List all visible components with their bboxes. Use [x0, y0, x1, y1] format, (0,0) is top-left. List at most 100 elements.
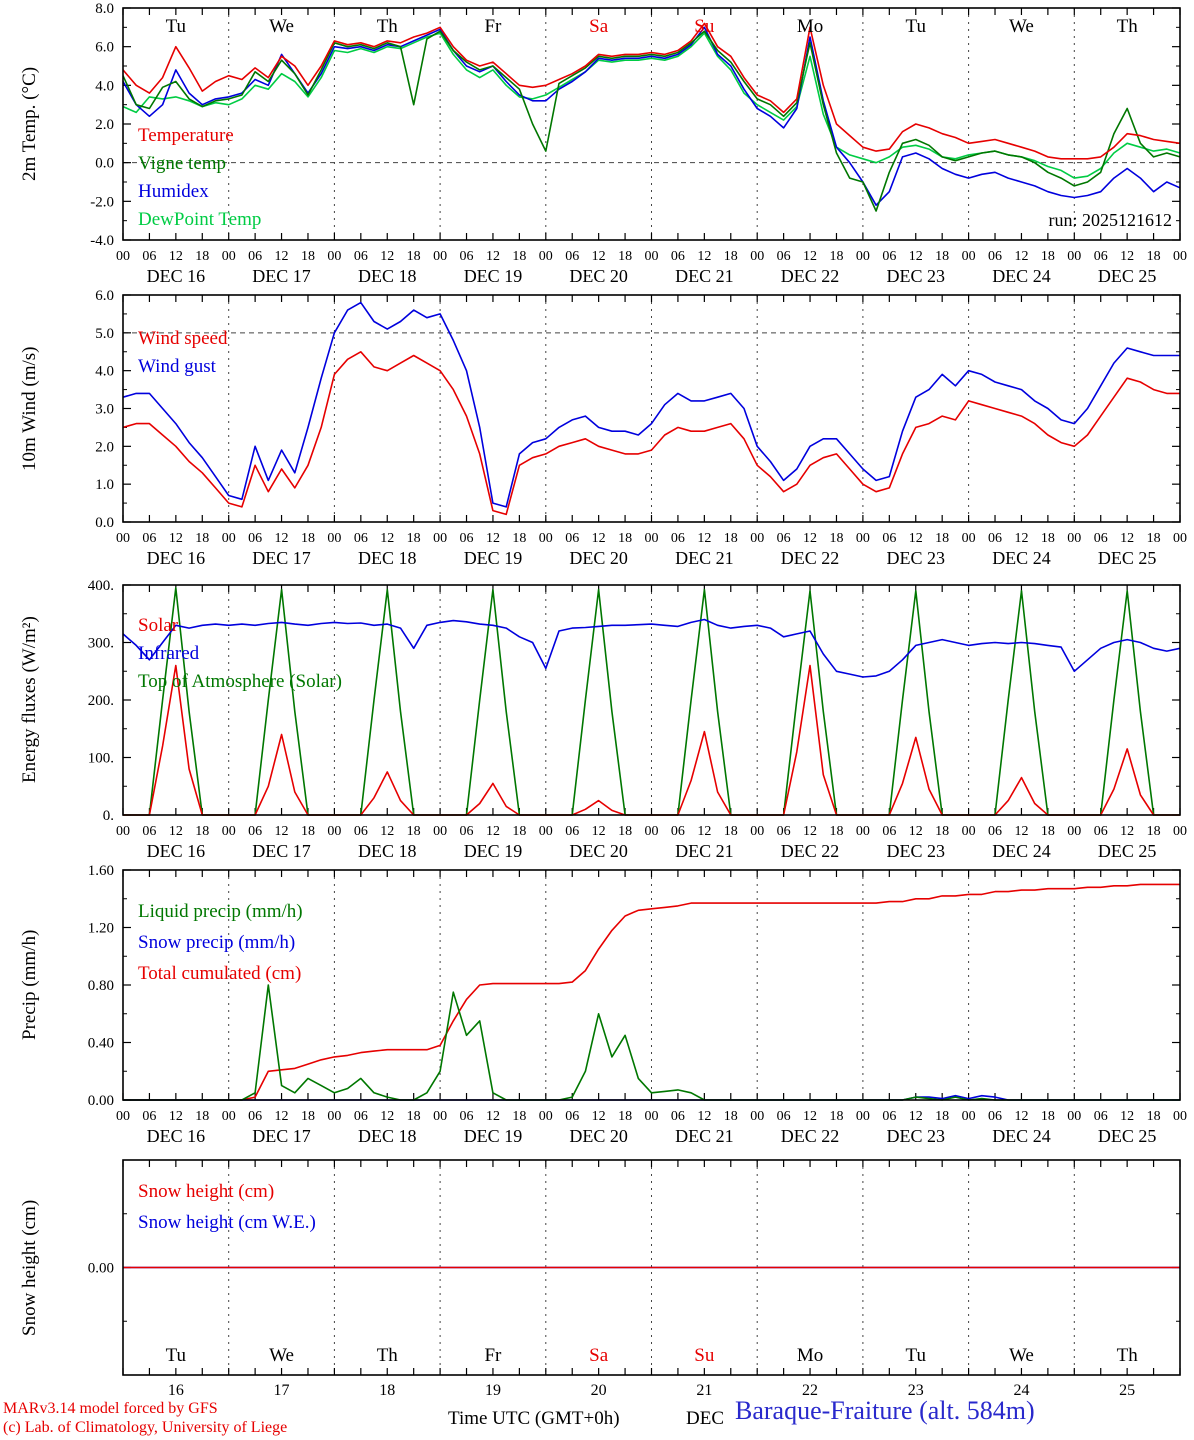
- date-label: DEC 21: [675, 548, 734, 568]
- hour-tick-label: 06: [988, 824, 1002, 839]
- hour-tick-label: 18: [935, 824, 949, 839]
- y-tick-label: 1.20: [88, 921, 114, 937]
- y-tick-label: 0.80: [88, 978, 114, 994]
- date-label: DEC 19: [464, 266, 523, 286]
- hour-tick-label: 18: [407, 824, 421, 839]
- panel-flux: 400.300.200.100.0.00 06 12 18 00 06 12 18 00 06 12…: [88, 578, 1187, 861]
- hour-tick-label: 00: [433, 249, 447, 264]
- date-label: DEC 23: [887, 548, 946, 568]
- hour-tick-label: 12: [803, 824, 817, 839]
- hour-tick-label: 06: [777, 531, 791, 546]
- date-label: DEC 23: [887, 266, 946, 286]
- date-label: DEC 23: [887, 841, 946, 861]
- hour-tick-label: 18: [195, 249, 209, 264]
- hour-tick-label: 12: [803, 249, 817, 264]
- y-tick-label: 0.0: [95, 156, 114, 172]
- hour-tick-label: 18: [618, 824, 632, 839]
- hour-tick-label: 06: [460, 531, 474, 546]
- date-label: DEC 17: [252, 841, 311, 861]
- hour-tick-label: 12: [909, 249, 923, 264]
- legend-snow-height: Snow height (cm): [138, 1181, 275, 1202]
- y-tick-label: -2.0: [90, 194, 114, 210]
- y-axis-title-precip: Precip (mm/h): [19, 929, 40, 1041]
- model-credit-line: MARv3.14 model forced by GFS: [3, 1400, 218, 1417]
- hour-tick-label: 18: [724, 824, 738, 839]
- hour-tick-label: 00: [327, 824, 341, 839]
- hour-tick-label: 12: [697, 531, 711, 546]
- date-label: DEC 17: [252, 1126, 311, 1146]
- precip-legend: Liquid precip (mm/h) Snow precip (mm/h) …: [138, 896, 303, 989]
- hour-tick-label: 18: [829, 824, 843, 839]
- run-label: run: 2025121612: [1048, 210, 1173, 230]
- day-number-label: 22: [802, 1382, 818, 1399]
- date-label: DEC 24: [992, 1126, 1051, 1146]
- y-tick-label: 8.0: [95, 1, 114, 17]
- hour-tick-label: 00: [1067, 824, 1081, 839]
- hour-tick-label: 06: [460, 1109, 474, 1124]
- y-axis-title-wind: 10m Wind (m/s): [19, 346, 40, 471]
- hour-tick-label: 06: [248, 824, 262, 839]
- hour-tick-label: 06: [142, 824, 156, 839]
- y-tick-label: 100.: [88, 751, 114, 767]
- panel-border: [122, 294, 1181, 523]
- panel-snow: 0.00 Tu We Th Fr Sa Su Mo Tu We Th 16 17 18 19 20 21 22 23…: [88, 1159, 1181, 1399]
- day-number-label: 23: [908, 1382, 924, 1399]
- hour-tick-label: 18: [618, 249, 632, 264]
- hour-tick-label: 06: [882, 1109, 896, 1124]
- hour-tick-label: 00: [1067, 1109, 1081, 1124]
- series-line: [122, 350, 1180, 516]
- hour-tick-label: 12: [486, 531, 500, 546]
- day-number-label: 25: [1119, 1382, 1135, 1399]
- y-tick-label: 2.0: [95, 117, 114, 133]
- y-tick-label: 6.0: [95, 288, 114, 304]
- hour-tick-label: 18: [935, 1109, 949, 1124]
- wind-legend: Wind speed Wind gust: [138, 325, 227, 381]
- hour-tick-label: 12: [697, 1109, 711, 1124]
- hour-tick-label: 18: [829, 1109, 843, 1124]
- hour-tick-label: 12: [1120, 531, 1134, 546]
- hour-tick-label: 00: [645, 531, 659, 546]
- weekday-label-bottom: Fr: [484, 1345, 502, 1366]
- hour-tick-label: 06: [142, 531, 156, 546]
- legend-solar: Solar: [138, 615, 179, 636]
- hour-tick-label: 00: [1173, 531, 1187, 546]
- hour-tick-label: 00: [856, 1109, 870, 1124]
- hour-tick-label: 18: [407, 531, 421, 546]
- hour-tick-label: 18: [195, 531, 209, 546]
- hour-tick-label: 18: [512, 531, 526, 546]
- panel-temp: 8.06.04.02.00.0-2.0-4.000 06 12 18 00 06 12 18 0…: [90, 1, 1187, 286]
- date-label: DEC 21: [675, 841, 734, 861]
- hour-tick-label: 12: [592, 249, 606, 264]
- hour-tick-label: 06: [565, 249, 579, 264]
- hour-tick-label: 00: [1173, 249, 1187, 264]
- hour-tick-label: 12: [909, 1109, 923, 1124]
- y-tick-label: 0.: [103, 808, 114, 824]
- day-number-label: 20: [591, 1382, 607, 1399]
- date-label: DEC 18: [358, 1126, 417, 1146]
- hour-tick-label: 00: [645, 824, 659, 839]
- y-tick-label: 6.0: [95, 40, 114, 56]
- hour-tick-label: 06: [565, 824, 579, 839]
- hour-tick-label: 18: [1041, 824, 1055, 839]
- hour-tick-label: 12: [275, 531, 289, 546]
- hour-tick-label: 00: [750, 1109, 764, 1124]
- weekday-label-top: Tu: [906, 16, 927, 37]
- y-tick-label: 0.40: [88, 1036, 114, 1052]
- hour-tick-label: 12: [1120, 249, 1134, 264]
- date-label: DEC 19: [464, 548, 523, 568]
- hour-tick-label: 06: [248, 1109, 262, 1124]
- hour-tick-label: 18: [829, 531, 843, 546]
- hour-tick-label: 12: [380, 1109, 394, 1124]
- date-label: DEC 25: [1098, 841, 1157, 861]
- hour-tick-label: 06: [988, 1109, 1002, 1124]
- day-number-label: 24: [1013, 1382, 1029, 1399]
- y-axis-title-flux: Energy fluxes (W/m²): [19, 616, 40, 784]
- hour-tick-label: 12: [169, 824, 183, 839]
- day-number-label: 18: [379, 1382, 395, 1399]
- panel-wind: 6.05.04.03.02.01.00.000 06 12 18 00 06 12 18 00 0…: [95, 288, 1187, 568]
- hour-tick-label: 18: [1147, 1109, 1161, 1124]
- hour-tick-label: 06: [777, 824, 791, 839]
- hour-tick-label: 00: [645, 1109, 659, 1124]
- hour-tick-label: 00: [433, 1109, 447, 1124]
